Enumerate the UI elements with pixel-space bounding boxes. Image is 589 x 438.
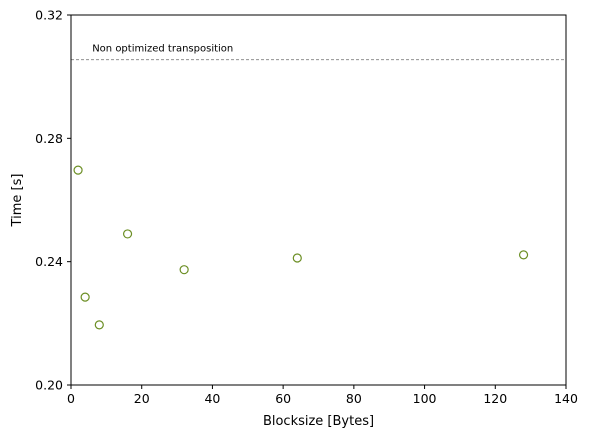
plot-area bbox=[71, 15, 566, 385]
x-tick-label: 100 bbox=[413, 391, 437, 406]
data-point bbox=[518, 250, 529, 260]
x-tick-label: 40 bbox=[204, 391, 220, 406]
y-tick-label: 0.28 bbox=[35, 131, 63, 146]
y-tick-label: 0.32 bbox=[35, 8, 63, 23]
data-point bbox=[179, 265, 189, 275]
x-axis-ticks: 0 20 40 60 80 100 120 140 bbox=[67, 385, 578, 406]
data-point bbox=[80, 292, 90, 302]
x-axis-label: Blocksize [Bytes] bbox=[263, 414, 374, 429]
data-point bbox=[73, 165, 83, 175]
x-tick-label: 80 bbox=[346, 391, 362, 406]
x-tick-label: 0 bbox=[67, 391, 75, 406]
y-axis-label: Time [s] bbox=[10, 174, 25, 228]
x-tick-label: 120 bbox=[483, 391, 507, 406]
reference-line-group: Non optimized transposition bbox=[71, 44, 566, 61]
x-tick-label: 20 bbox=[134, 391, 150, 406]
data-point bbox=[94, 320, 104, 330]
x-tick-label: 60 bbox=[275, 391, 291, 406]
data-point bbox=[292, 253, 302, 263]
data-points bbox=[73, 165, 529, 330]
reference-line-label: Non optimized transposition bbox=[92, 44, 233, 55]
y-tick-label: 0.20 bbox=[35, 378, 63, 393]
data-point bbox=[122, 229, 133, 239]
y-tick-label: 0.24 bbox=[35, 254, 63, 269]
x-tick-label: 140 bbox=[554, 391, 578, 406]
plot-frame bbox=[70, 14, 567, 386]
y-axis-ticks: 0.20 0.24 0.28 0.32 bbox=[35, 8, 71, 393]
